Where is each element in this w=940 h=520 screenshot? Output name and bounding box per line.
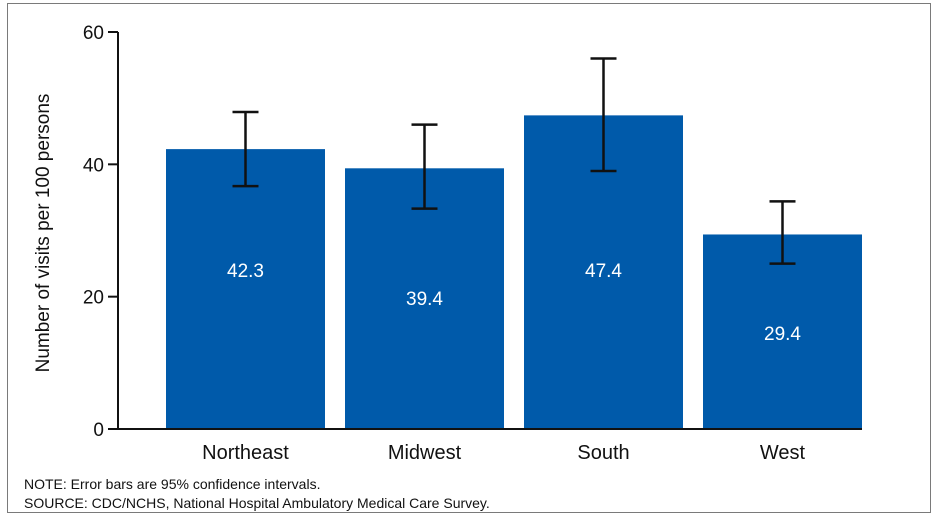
value-label-west: 29.4 (764, 324, 801, 345)
error-bar-northeast (232, 110, 259, 188)
category-label-west: West (760, 442, 806, 464)
footer-source: SOURCE: CDC/NCHS, National Hospital Ambu… (24, 495, 490, 511)
y-axis-label: Number of visits per 100 persons (33, 94, 54, 373)
bar-northeast (166, 149, 325, 430)
category-label-south: South (577, 442, 629, 464)
error-bar-west (769, 200, 796, 265)
value-label-south: 47.4 (585, 261, 622, 282)
value-label-northeast: 42.3 (227, 261, 264, 282)
y-axis: 0 20 40 60 (83, 23, 119, 441)
y-tick-label-60: 60 (83, 23, 104, 44)
y-tick-label-0: 0 (93, 420, 104, 441)
error-bar-midwest (411, 123, 438, 210)
bars: 42.3 39.4 47.4 29.4 (166, 57, 862, 430)
value-label-midwest: 39.4 (406, 289, 443, 310)
bar-midwest (345, 168, 504, 429)
x-axis: Northeast Midwest South West (118, 428, 862, 464)
category-label-northeast: Northeast (202, 442, 289, 464)
category-label-midwest: Midwest (388, 442, 462, 464)
footer-note: NOTE: Error bars are 95% confidence inte… (24, 476, 321, 492)
bar-west (703, 234, 862, 429)
error-bar-south (590, 57, 617, 173)
y-tick-label-40: 40 (83, 155, 104, 176)
y-tick-label-20: 20 (83, 288, 104, 309)
